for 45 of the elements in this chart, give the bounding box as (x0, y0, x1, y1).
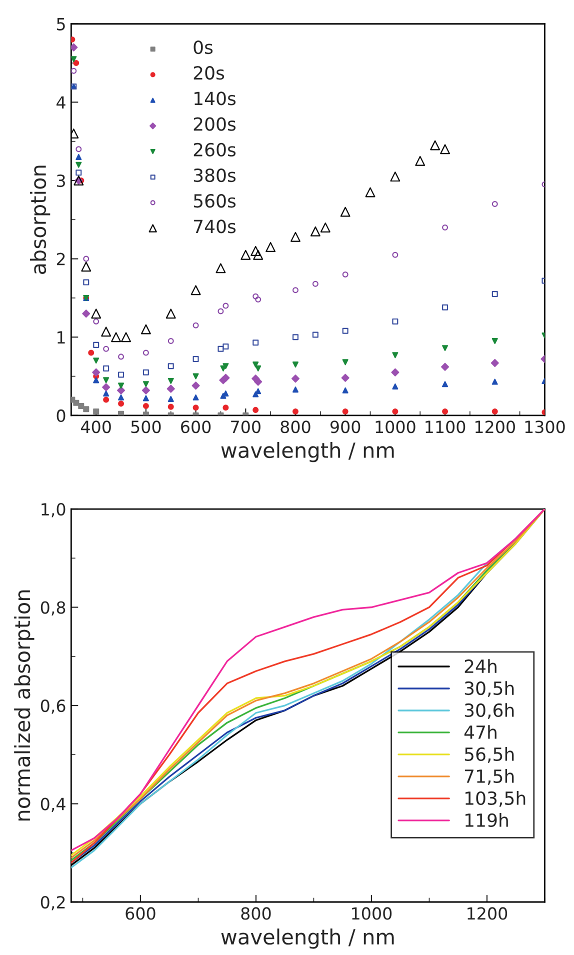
legend-label: 380s (194, 168, 236, 182)
y-tick-label: 5 (56, 18, 65, 30)
y-tick-label: 0 (56, 409, 66, 422)
legend-label: 0s (194, 40, 213, 54)
legend-label: 740s (194, 220, 236, 234)
x-tick-label: 800 (280, 420, 310, 434)
legend-label: 47h (464, 725, 496, 739)
x-tick-label: 900 (330, 420, 360, 434)
y-tick-label: 0,2 (40, 896, 65, 910)
legend-label: 119h (466, 813, 508, 827)
x-tick-label: 1000 (376, 420, 416, 434)
y-axis-title: absorption (30, 166, 50, 274)
x-tick-label: 1000 (352, 907, 392, 920)
x-tick-label: 500 (131, 420, 161, 434)
x-tick-label: 1200 (476, 420, 515, 434)
x-tick-label: 1200 (468, 907, 508, 920)
x-tick-label: 1100 (426, 420, 466, 434)
legend-label: 71,5h (465, 769, 514, 785)
y-tick-label: 0,6 (40, 699, 66, 714)
legend-label: 30,6h (464, 703, 514, 719)
legend-label: 560s (194, 194, 236, 208)
y-axis-title: normalized absorption (14, 590, 34, 820)
y-tick-label: 1,0 (42, 502, 66, 518)
legend-label: 20s (194, 66, 224, 80)
legend-label: 260s (194, 142, 236, 156)
x-tick-label: 1300 (525, 420, 565, 434)
x-tick-label: 600 (181, 420, 211, 434)
x-tick-label: 400 (81, 420, 111, 434)
legend-label: 140s (194, 92, 236, 106)
legend-label: 103,5h (466, 791, 526, 807)
legend-label: 24h (464, 659, 496, 673)
y-tick-label: 4 (56, 96, 66, 109)
y-tick-label: 2 (56, 252, 65, 266)
x-tick-label: 800 (241, 907, 271, 920)
y-tick-label: 0,8 (40, 601, 66, 616)
y-tick-label: 3 (56, 174, 65, 188)
x-axis-title: wavelength / nm (221, 442, 394, 462)
x-tick-label: 700 (231, 420, 260, 434)
y-tick-label: 1 (58, 331, 65, 344)
legend-label: 30,5h (464, 681, 514, 697)
x-axis-title: wavelength / nm (221, 928, 394, 949)
legend-label: 56,5h (464, 747, 514, 763)
legend-label: 200s (194, 117, 236, 131)
y-tick-label: 0,4 (40, 798, 66, 812)
x-tick-label: 600 (126, 907, 156, 920)
